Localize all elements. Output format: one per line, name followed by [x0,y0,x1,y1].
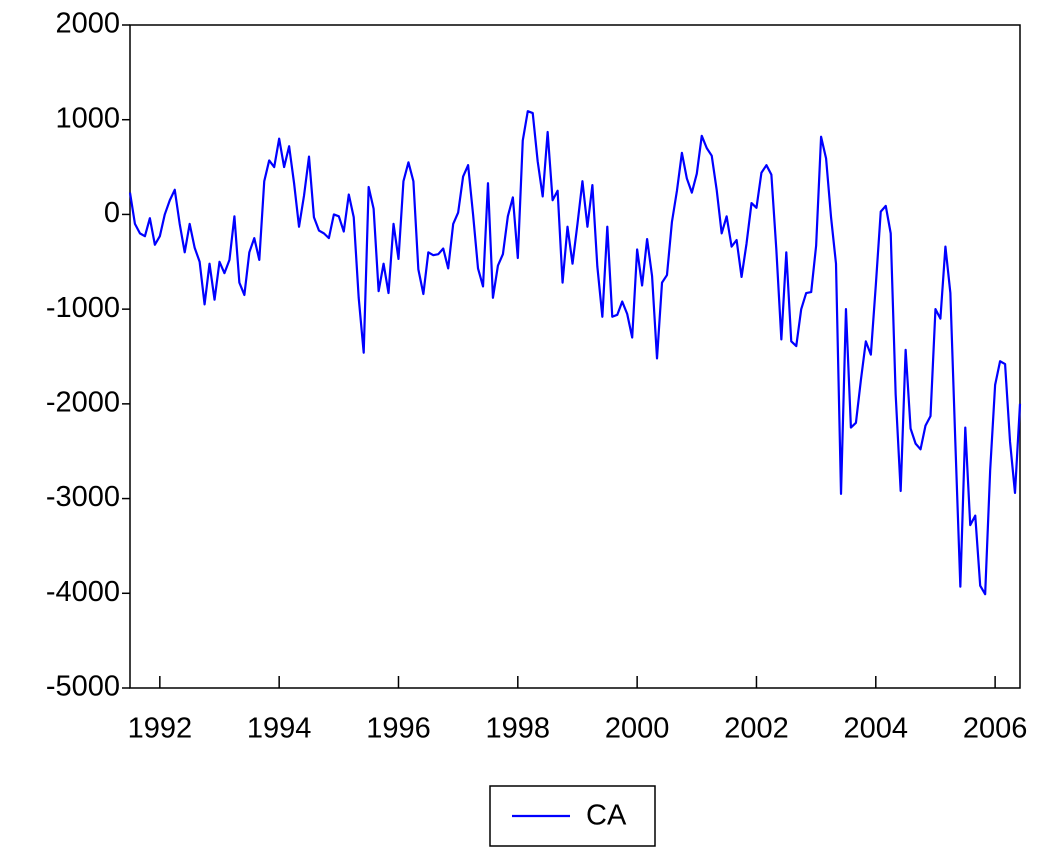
x-tick-label: 1996 [366,713,431,745]
y-tick-label: 1000 [55,102,120,134]
x-tick-label: 1994 [247,713,312,745]
x-tick-label: 1998 [486,713,551,745]
y-tick-label: -4000 [46,576,120,608]
y-tick-label: -5000 [46,671,120,703]
y-tick-label: 2000 [55,8,120,40]
y-tick-label: 0 [104,197,120,229]
plot-frame [129,24,1021,689]
x-tick-label: 2004 [844,713,909,745]
legend-label: CA [586,800,627,832]
y-tick-label: -2000 [46,387,120,419]
y-tick-label: -3000 [46,481,120,513]
x-tick-label: 2000 [605,713,670,745]
series-line [128,110,1022,596]
x-tick-label: 1992 [128,713,193,745]
x-tick-label: 2002 [724,713,789,745]
x-tick-label: 2006 [963,713,1028,745]
y-tick-label: -1000 [46,292,120,324]
